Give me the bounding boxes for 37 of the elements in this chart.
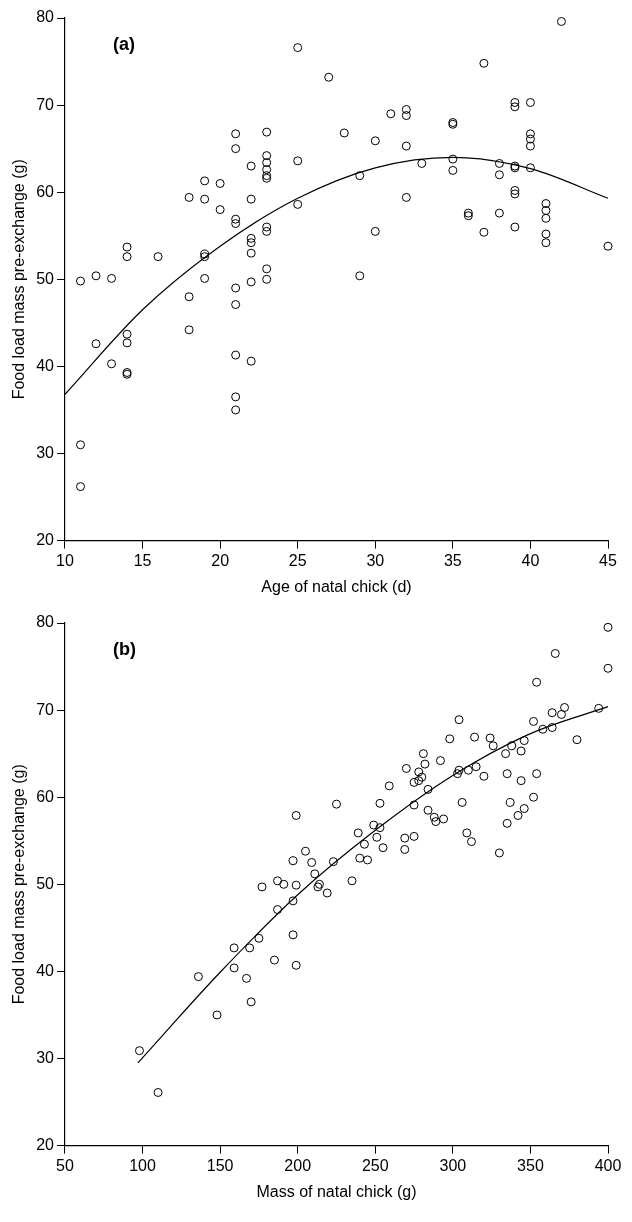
y-tick-label: 50 <box>36 269 55 287</box>
x-axis-title: Mass of natal chick (g) <box>256 1182 417 1200</box>
x-tick-label: 250 <box>361 1156 389 1174</box>
line-series <box>137 706 609 1064</box>
y-tick-label: 40 <box>36 356 55 374</box>
y-tick-label: 20 <box>36 531 55 549</box>
x-tick-label: 50 <box>56 1156 74 1174</box>
y-tick-label: 20 <box>36 1136 55 1154</box>
y-tick-label: 80 <box>36 8 55 26</box>
y-axis-title: Food load mass pre-exchange (g) <box>10 764 28 1005</box>
x-tick-label: 150 <box>206 1156 234 1174</box>
y-tick-label: 80 <box>36 613 55 631</box>
x-tick-label: 200 <box>284 1156 312 1174</box>
x-tick-label: 30 <box>366 551 385 569</box>
x-tick-label: 25 <box>288 551 307 569</box>
x-tick-label: 350 <box>517 1156 544 1174</box>
x-tick-label: 15 <box>133 551 152 569</box>
y-tick-label: 70 <box>36 95 55 113</box>
x-tick-label: 10 <box>56 551 74 569</box>
y-tick-label: 30 <box>36 443 55 461</box>
annotation: (a) <box>113 33 135 54</box>
x-tick-label: 100 <box>129 1156 157 1174</box>
x-tick-label: 20 <box>211 551 230 569</box>
y-tick-label: 50 <box>36 874 55 892</box>
x-tick-label: 40 <box>521 551 540 569</box>
y-tick-label: 40 <box>36 961 55 979</box>
x-axis-title: Age of natal chick (d) <box>261 577 412 595</box>
y-tick-label: 60 <box>36 182 55 200</box>
x-tick-label: 400 <box>594 1156 622 1174</box>
y-tick-label: 70 <box>36 700 55 718</box>
x-tick-label: 300 <box>439 1156 467 1174</box>
y-tick-label: 60 <box>36 787 55 805</box>
x-tick-label: 35 <box>443 551 462 569</box>
annotation: (b) <box>113 638 136 659</box>
x-tick-label: 45 <box>599 551 617 569</box>
y-axis-title: Food load mass pre-exchange (g) <box>10 159 28 400</box>
y-tick-label: 30 <box>36 1048 55 1066</box>
